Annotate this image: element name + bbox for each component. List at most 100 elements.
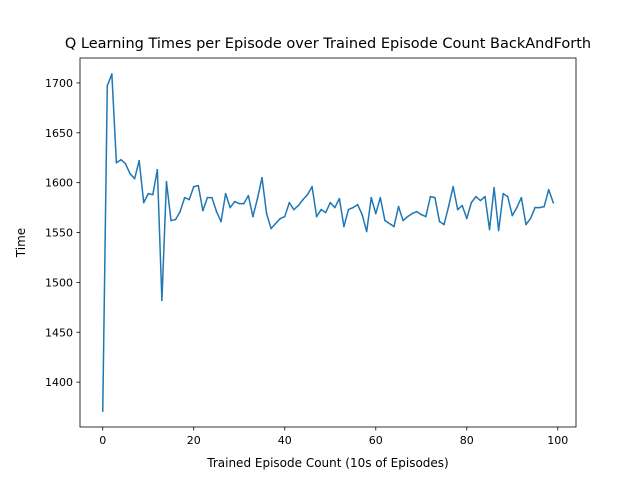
data-point (138, 159, 140, 162)
data-point (534, 206, 536, 209)
data-point (402, 219, 404, 222)
data-point (438, 220, 441, 223)
data-point (115, 161, 118, 164)
data-point (256, 197, 259, 200)
data-point (202, 209, 204, 212)
data-point (124, 162, 127, 165)
data-point (133, 177, 136, 180)
data-point (215, 210, 218, 213)
data-point (270, 227, 272, 230)
data-point (233, 200, 236, 203)
data-point (434, 196, 436, 199)
plot-frame (79, 57, 577, 428)
x-tick-label: 40 (278, 434, 292, 447)
chart-title: Q Learning Times per Episode over Traine… (65, 36, 591, 52)
data-point (488, 228, 491, 231)
data-point (493, 186, 495, 189)
data-point (311, 185, 313, 188)
data-point (484, 195, 486, 198)
x-tick-label: 0 (99, 434, 106, 447)
data-point (188, 198, 191, 201)
x-tick-label: 80 (460, 434, 474, 447)
y-tick-label: 1450 (45, 326, 73, 339)
data-point (420, 213, 423, 216)
data-point (274, 222, 277, 225)
data-point (161, 299, 163, 302)
x-tick-label: 100 (547, 434, 568, 447)
data-point (288, 201, 291, 204)
data-point (183, 196, 186, 199)
data-point (516, 206, 518, 209)
data-point (297, 204, 300, 207)
data-point (525, 223, 527, 226)
data-point (192, 185, 195, 188)
data-points (101, 73, 555, 412)
data-point (347, 208, 350, 211)
data-point (393, 225, 395, 228)
data-point (520, 196, 523, 199)
data-point (156, 168, 159, 171)
x-tick-label: 60 (369, 434, 383, 447)
data-point (365, 230, 368, 233)
data-point (506, 195, 509, 198)
data-point (465, 217, 468, 220)
data-point (315, 215, 318, 218)
data-point (211, 196, 213, 199)
data-point (384, 219, 386, 222)
data-point (511, 214, 514, 217)
x-tick-label: 20 (187, 434, 201, 447)
data-point (447, 205, 450, 208)
data-point (147, 192, 150, 195)
data-point (425, 215, 427, 218)
data-point (283, 215, 286, 218)
data-point (543, 205, 545, 208)
data-point (356, 203, 359, 206)
data-point (538, 206, 541, 209)
data-point (302, 198, 304, 201)
y-tick-label: 1400 (45, 376, 73, 389)
data-point (220, 220, 222, 223)
data-point (129, 172, 131, 175)
data-point (479, 199, 482, 202)
data-point (475, 195, 477, 198)
data-point (324, 211, 327, 214)
data-point (293, 208, 295, 211)
data-point (238, 202, 241, 205)
data-point (106, 85, 109, 87)
data-point (206, 196, 209, 199)
data-point (452, 185, 454, 188)
data-point (261, 176, 263, 179)
plot-area (80, 58, 576, 427)
y-axis-ticks: 1400 1450 1500 1550 1600 1650 1700 (45, 77, 80, 389)
y-tick-label: 1500 (45, 276, 73, 289)
data-point (306, 193, 309, 196)
data-point (338, 197, 341, 200)
data-point (497, 229, 500, 232)
x-axis-label: Trained Episode Count (10s of Episodes) (206, 456, 448, 470)
data-point (456, 208, 459, 211)
data-point (174, 218, 177, 221)
data-point (374, 212, 377, 215)
data-point (229, 206, 231, 209)
data-point (443, 223, 445, 226)
data-point (470, 201, 473, 204)
data-point (111, 73, 113, 75)
data-point (320, 208, 322, 211)
data-point (397, 205, 400, 208)
data-point (429, 195, 432, 198)
y-axis-label: Time (14, 228, 28, 258)
data-point (279, 217, 282, 220)
y-tick-label: 1700 (45, 77, 73, 90)
data-point (388, 222, 391, 225)
data-point (370, 196, 373, 199)
data-point (502, 192, 504, 195)
data-point (343, 225, 345, 228)
data-point (411, 212, 413, 215)
data-point (142, 201, 145, 204)
y-tick-label: 1550 (45, 227, 73, 240)
series-line (101, 73, 555, 412)
data-point (329, 201, 332, 204)
data-point (252, 215, 254, 218)
data-point (361, 213, 363, 216)
